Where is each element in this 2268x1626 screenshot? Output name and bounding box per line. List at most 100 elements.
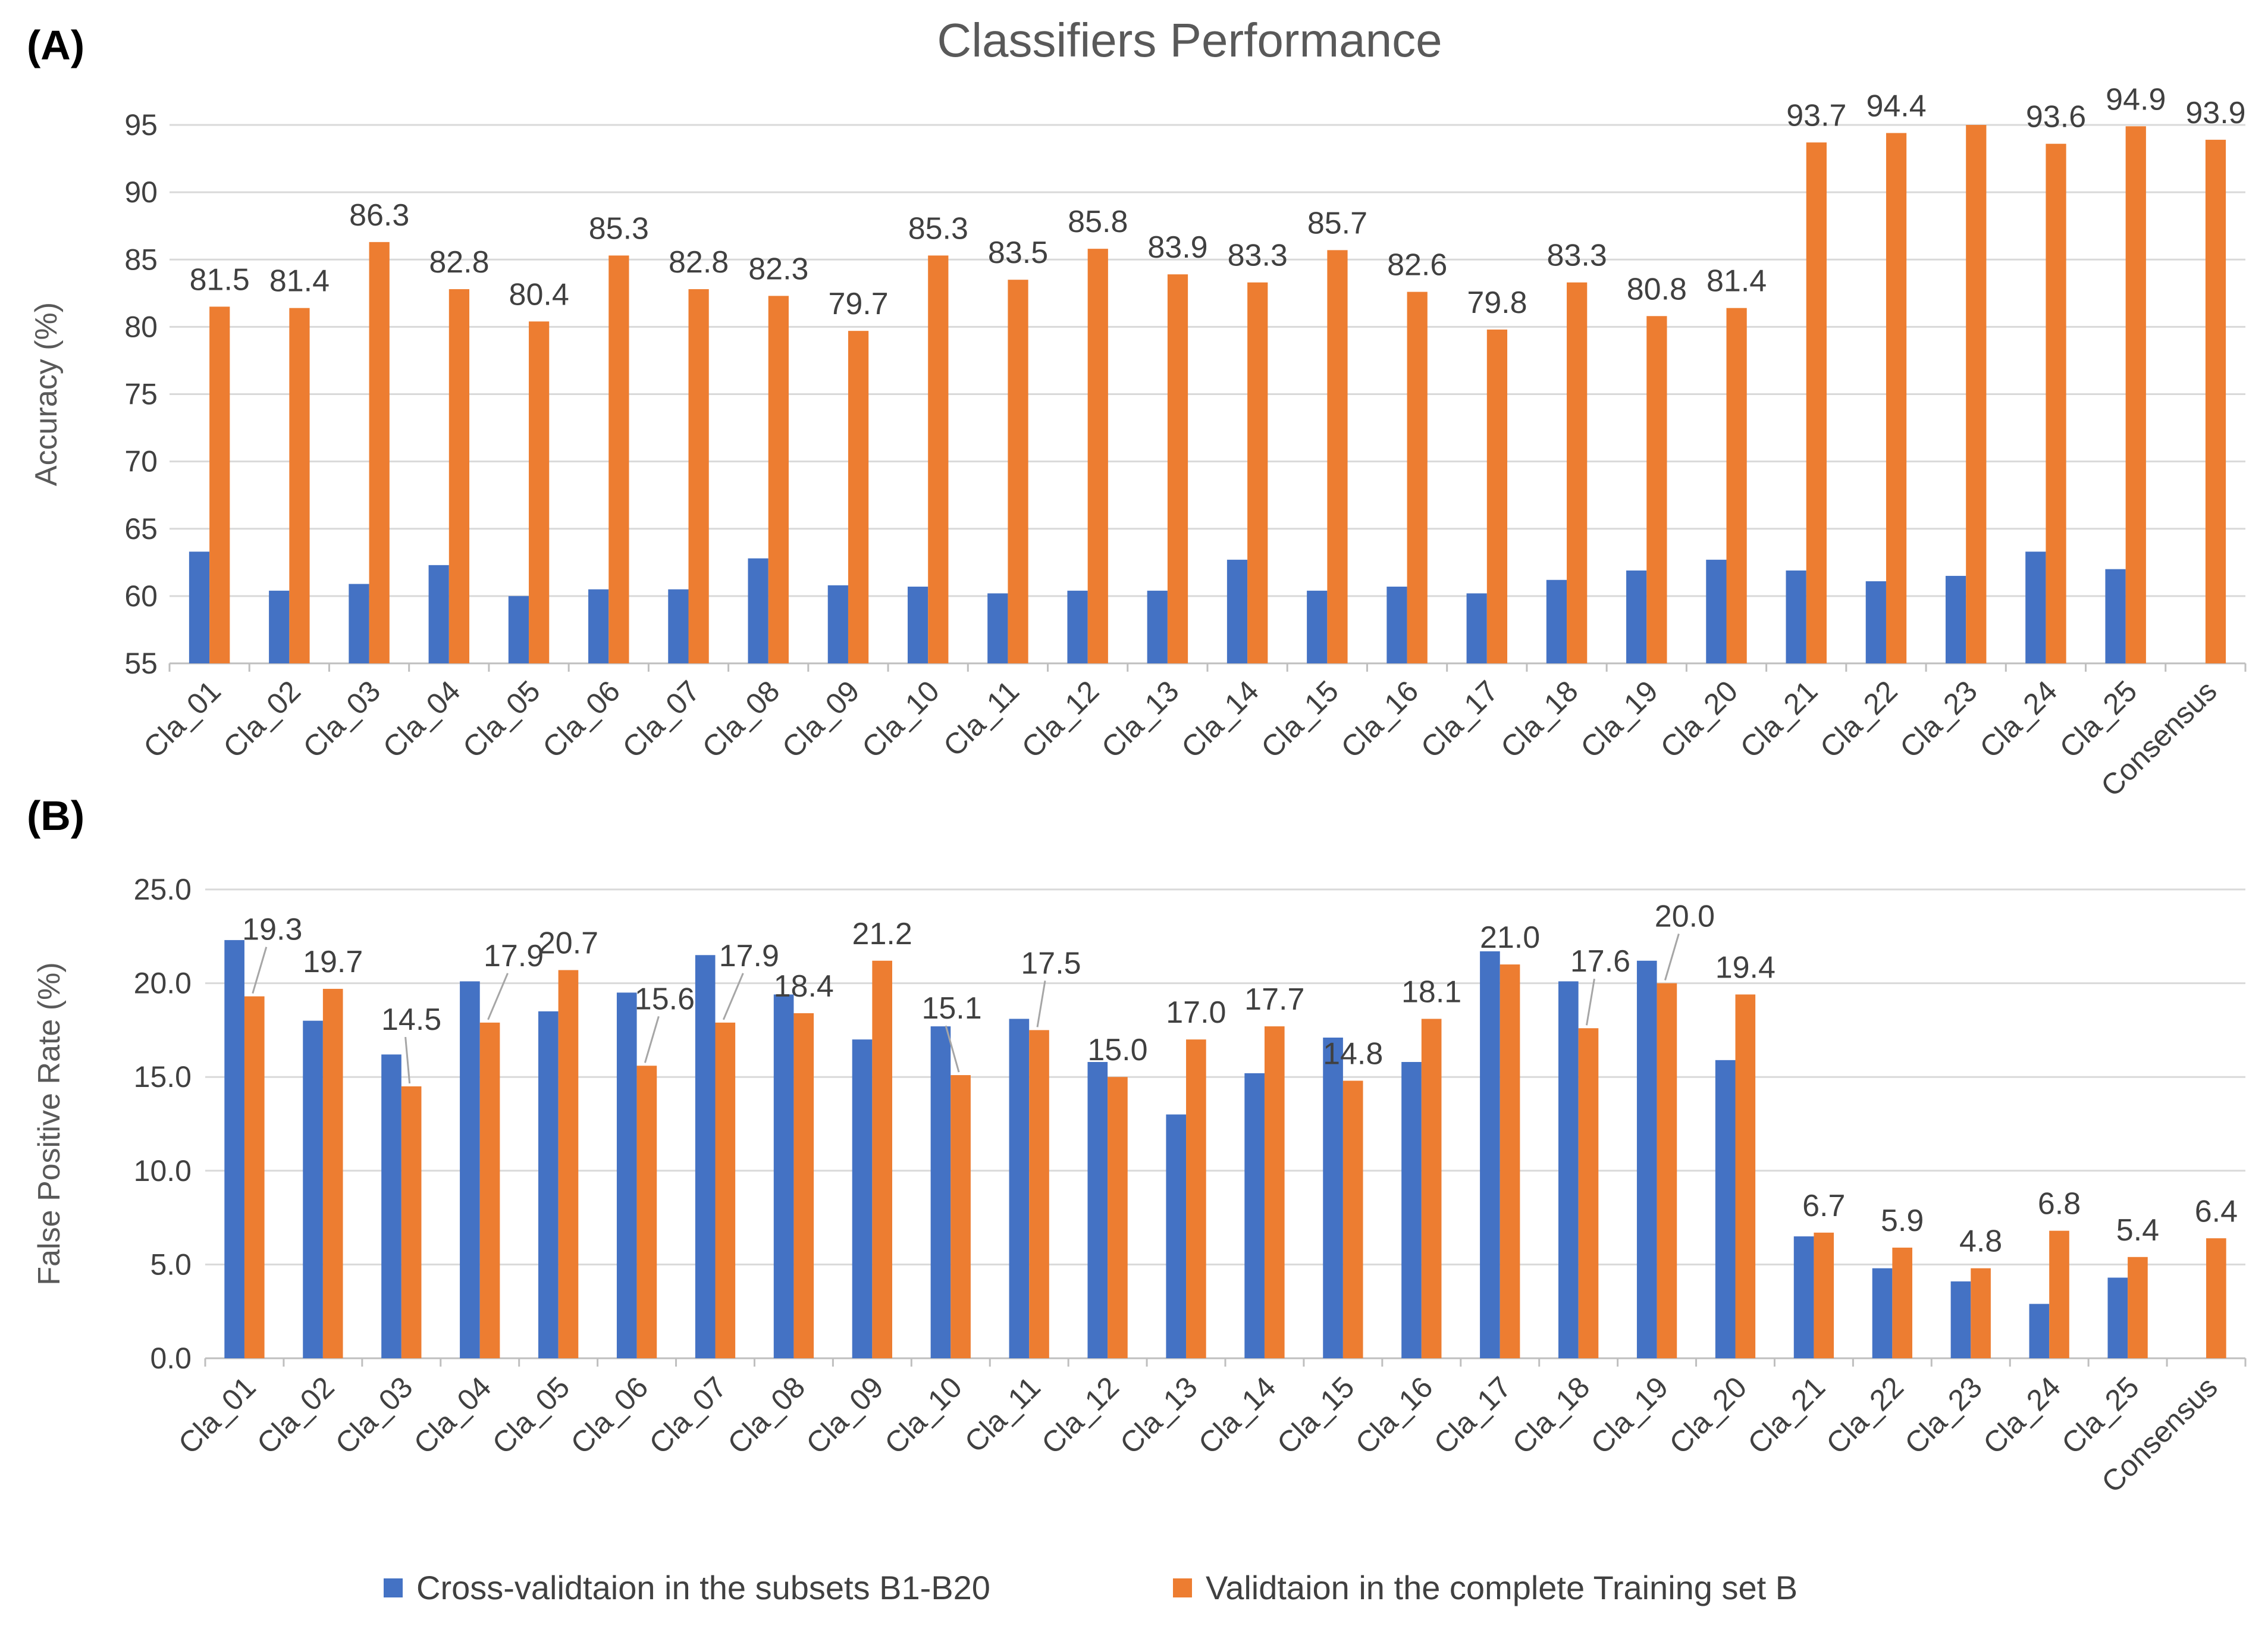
bar-validation [1646,316,1667,663]
category-label: Cla_17 [1414,674,1505,765]
bar-validation [1108,1077,1128,1358]
bar-validation [2046,143,2066,664]
data-label: 82.8 [669,245,729,280]
data-label-leader [1585,979,1595,1026]
bar-validation [1971,1268,1991,1358]
data-label-leader [252,947,268,994]
legend-label-validation: Validtaion in the complete Training set … [1206,1569,1798,1606]
bar-cross-validation [1166,1114,1187,1358]
bar-validation [448,289,470,663]
bar-cross-validation [1626,570,1647,663]
data-label: 82.3 [748,252,808,286]
bar-validation [715,1022,736,1358]
category-label: Cla_02 [217,674,307,765]
bar-cross-validation [668,589,689,663]
category-label: Cla_02 [250,1370,341,1461]
bar-validation [636,1066,657,1358]
category-label: Cla_13 [1095,674,1185,765]
y-tick-label: 5.0 [150,1248,192,1281]
bar-validation [848,331,869,663]
category-label: Cla_07 [643,1370,733,1461]
bar-cross-validation [695,955,716,1358]
bar-cross-validation [381,1054,401,1358]
data-label: 6.4 [2195,1194,2238,1229]
bar-cross-validation [1546,579,1567,663]
bar-validation [401,1086,422,1358]
bar-validation [1892,1248,1912,1358]
data-label: 14.5 [381,1002,441,1037]
data-label-leader [644,1016,660,1063]
category-label: Cla_11 [937,674,1025,763]
category-label: Cla_19 [1585,1370,1675,1461]
y-tick-label: 55 [124,647,158,680]
bar-cross-validation [1558,981,1579,1358]
category-label: Cla_05 [486,1370,576,1461]
bar-cross-validation [538,1011,559,1358]
bar-validation [1421,1019,1442,1358]
bar-cross-validation [616,992,637,1358]
bar-cross-validation [1244,1073,1265,1358]
data-label: 19.4 [1715,951,1775,985]
bar-validation [2206,1238,2226,1358]
data-label: 81.4 [269,264,330,299]
data-label: 6.8 [2038,1187,2081,1221]
bar-cross-validation [907,587,928,663]
bar-cross-validation [2025,552,2046,663]
bar-validation [951,1075,971,1358]
bar-validation [1578,1028,1599,1358]
category-label: Cla_14 [1192,1370,1282,1461]
y-tick-label: 75 [124,378,158,411]
bar-cross-validation [224,940,244,1358]
bar-validation [1814,1232,1834,1358]
data-label: 83.3 [1547,239,1607,273]
category-label: Cla_24 [1977,1370,2067,1461]
data-label: 18.4 [774,969,834,1004]
bar-validation [768,296,789,663]
data-label: 83.5 [988,236,1048,270]
data-label: 15.1 [921,991,981,1026]
bar-cross-validation [269,590,290,663]
bar-cross-validation [773,994,794,1358]
bar-validation [1264,1026,1285,1358]
bar-cross-validation [1087,1061,1108,1358]
data-label: 19.7 [303,945,363,979]
data-label-leader [1036,980,1046,1027]
bar-validation [793,1013,814,1358]
data-label-leader [1664,933,1680,981]
category-label: Cla_12 [1035,1370,1125,1461]
bar-validation [1087,249,1108,663]
data-label: 80.4 [509,277,569,312]
category-label: Cla_01 [137,674,227,765]
bar-cross-validation [1715,1060,1736,1358]
category-label: Cla_16 [1349,1370,1439,1461]
data-label: 93.7 [1786,98,1846,133]
data-label: 17.0 [1166,995,1226,1030]
data-label: 94.9 [2106,82,2166,117]
data-label: 82.8 [429,245,489,280]
bar-cross-validation [1386,587,1407,663]
y-tick-label: 0.0 [150,1342,192,1375]
bar-cross-validation [827,585,848,663]
y-tick-label: 80 [124,310,158,343]
bar-validation [1886,133,1907,663]
category-label: Cla_15 [1254,674,1345,765]
y-tick-label: 20.0 [134,967,192,1000]
category-label: Cla_21 [1742,1370,1832,1461]
bar-cross-validation [1480,951,1500,1358]
legend: Cross-validtaion in the subsets B1-B20 V… [384,1569,1798,1606]
legend-swatch-validation [1173,1578,1192,1597]
data-label-leader [404,1036,411,1084]
y-tick-label: 90 [124,176,158,209]
bar-validation [289,308,310,663]
data-label-leader [722,973,744,1020]
bar-validation [209,306,230,663]
panel-b-label: (B) [27,792,84,839]
bar-cross-validation [428,565,449,663]
bar-cross-validation [1945,575,1966,663]
data-label: 79.8 [1467,286,1527,320]
panel-a-label: (A) [27,22,84,68]
data-label: 4.8 [1959,1224,2002,1259]
legend-label-cross-validation: Cross-validtaion in the subsets B1-B20 [416,1569,990,1606]
data-label: 80.8 [1627,272,1687,306]
